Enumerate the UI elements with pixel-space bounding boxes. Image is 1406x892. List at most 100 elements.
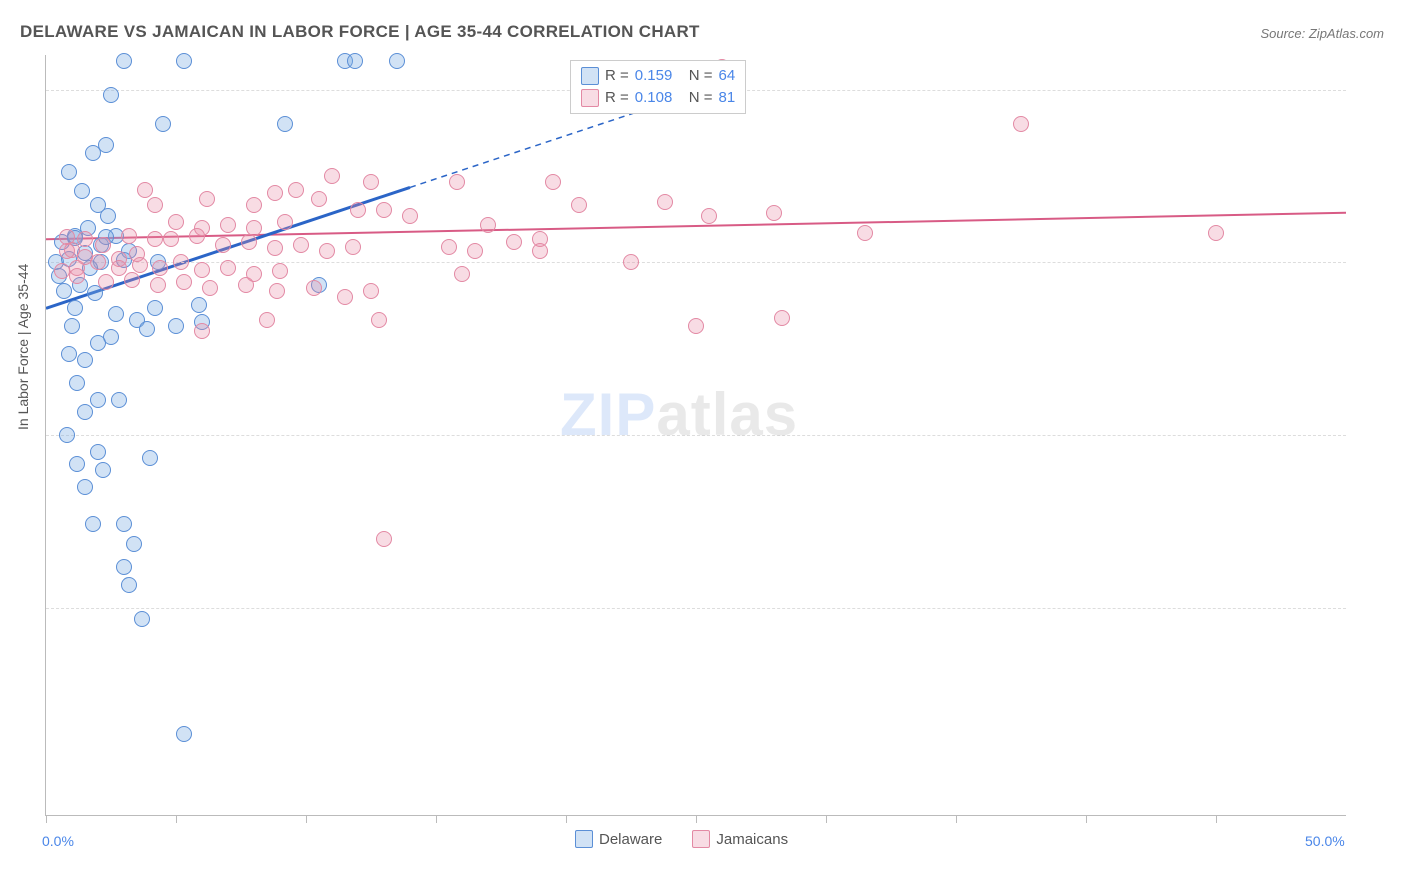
point-jamaicans: [272, 263, 288, 279]
point-delaware: [116, 53, 132, 69]
point-jamaicans: [202, 280, 218, 296]
point-jamaicans: [215, 237, 231, 253]
point-jamaicans: [1013, 116, 1029, 132]
point-jamaicans: [311, 191, 327, 207]
jamaicans-label: Jamaicans: [716, 831, 788, 848]
x-tick: [566, 815, 567, 823]
point-jamaicans: [189, 228, 205, 244]
watermark: ZIPatlas: [560, 380, 798, 449]
point-jamaicans: [150, 277, 166, 293]
point-delaware: [90, 392, 106, 408]
point-jamaicans: [288, 182, 304, 198]
point-jamaicans: [532, 231, 548, 247]
point-delaware: [176, 53, 192, 69]
point-jamaicans: [701, 208, 717, 224]
point-jamaicans: [324, 168, 340, 184]
point-delaware: [126, 536, 142, 552]
legend-item-jamaicans: Jamaicans: [692, 830, 788, 848]
point-jamaicans: [98, 274, 114, 290]
delaware-r-value: 0.159: [635, 65, 683, 87]
point-jamaicans: [95, 237, 111, 253]
x-tick: [696, 815, 697, 823]
legend-series: Delaware Jamaicans: [575, 830, 788, 848]
chart-title: DELAWARE VS JAMAICAN IN LABOR FORCE | AG…: [20, 22, 700, 42]
point-delaware: [389, 53, 405, 69]
point-jamaicans: [59, 243, 75, 259]
swatch-delaware: [575, 830, 593, 848]
point-jamaicans: [137, 182, 153, 198]
point-jamaicans: [194, 323, 210, 339]
point-jamaicans: [454, 266, 470, 282]
point-jamaicans: [111, 260, 127, 276]
delaware-n-value: 64: [719, 65, 736, 87]
point-delaware: [277, 116, 293, 132]
jamaicans-r-value: 0.108: [635, 87, 683, 109]
point-jamaicans: [194, 262, 210, 278]
x-tick: [1216, 815, 1217, 823]
point-jamaicans: [363, 283, 379, 299]
x-tick-label-max: 50.0%: [1305, 833, 1345, 849]
point-jamaicans: [77, 231, 93, 247]
point-delaware: [85, 516, 101, 532]
point-jamaicans: [147, 197, 163, 213]
point-delaware: [77, 479, 93, 495]
point-jamaicans: [267, 185, 283, 201]
point-delaware: [147, 300, 163, 316]
point-delaware: [108, 306, 124, 322]
r-label: R =: [605, 65, 629, 87]
point-delaware: [116, 516, 132, 532]
r-label: R =: [605, 87, 629, 109]
swatch-jamaicans: [581, 89, 599, 107]
point-jamaicans: [147, 231, 163, 247]
n-label: N =: [689, 65, 713, 87]
point-delaware: [98, 137, 114, 153]
point-delaware: [95, 462, 111, 478]
gridline-h: [46, 608, 1346, 609]
point-delaware: [121, 577, 137, 593]
point-jamaicans: [545, 174, 561, 190]
point-jamaicans: [345, 239, 361, 255]
point-delaware: [61, 164, 77, 180]
watermark-zip: ZIP: [560, 381, 656, 448]
legend-stats-row-delaware: R = 0.159 N = 64: [581, 65, 735, 87]
point-delaware: [347, 53, 363, 69]
point-jamaicans: [241, 234, 257, 250]
point-delaware: [56, 283, 72, 299]
point-delaware: [116, 559, 132, 575]
point-delaware: [90, 444, 106, 460]
point-jamaicans: [766, 205, 782, 221]
legend-item-delaware: Delaware: [575, 830, 662, 848]
x-tick: [306, 815, 307, 823]
point-delaware: [67, 300, 83, 316]
point-jamaicans: [480, 217, 496, 233]
point-jamaicans: [199, 191, 215, 207]
point-jamaicans: [121, 228, 137, 244]
point-delaware: [111, 392, 127, 408]
legend-stats: R = 0.159 N = 64 R = 0.108 N = 81: [570, 60, 746, 114]
point-jamaicans: [402, 208, 418, 224]
point-delaware: [134, 611, 150, 627]
point-jamaicans: [124, 272, 140, 288]
point-delaware: [74, 183, 90, 199]
point-jamaicans: [371, 312, 387, 328]
point-delaware: [69, 375, 85, 391]
chart-container: { "title": "DELAWARE VS JAMAICAN IN LABO…: [0, 0, 1406, 892]
point-jamaicans: [657, 194, 673, 210]
swatch-jamaicans: [692, 830, 710, 848]
point-jamaicans: [176, 274, 192, 290]
point-delaware: [103, 87, 119, 103]
point-delaware: [176, 726, 192, 742]
delaware-label: Delaware: [599, 831, 662, 848]
point-jamaicans: [152, 260, 168, 276]
point-jamaicans: [306, 280, 322, 296]
chart-source: Source: ZipAtlas.com: [1260, 26, 1384, 41]
point-jamaicans: [449, 174, 465, 190]
gridline-h: [46, 262, 1346, 263]
y-axis-label: In Labor Force | Age 35-44: [15, 264, 31, 430]
point-jamaicans: [376, 531, 392, 547]
point-jamaicans: [441, 239, 457, 255]
point-jamaicans: [350, 202, 366, 218]
x-tick: [46, 815, 47, 823]
point-jamaicans: [59, 229, 75, 245]
x-tick: [176, 815, 177, 823]
